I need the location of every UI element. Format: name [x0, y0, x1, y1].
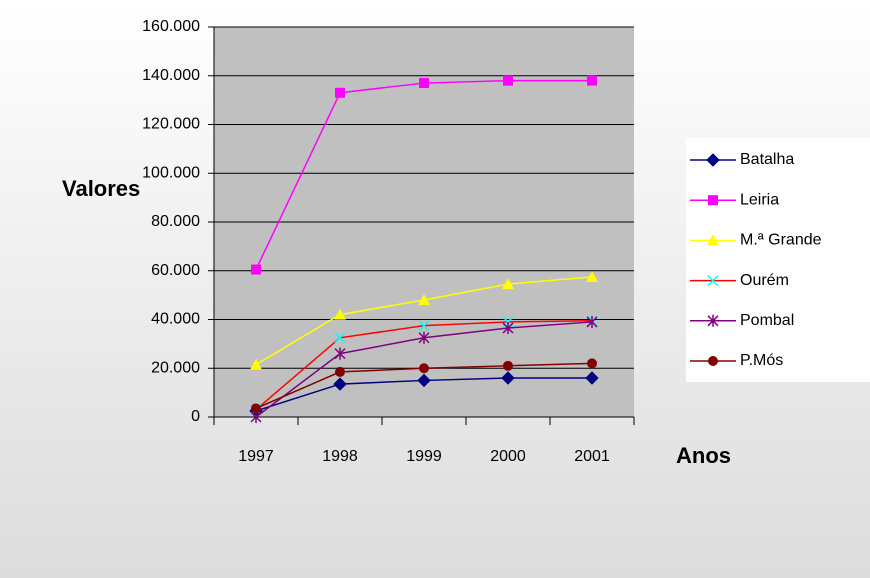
x-tick-label: 2000 — [490, 448, 526, 465]
legend — [686, 138, 870, 382]
marker — [418, 294, 430, 305]
y-tick-label: 0 — [191, 408, 200, 425]
x-tick-label: 1997 — [238, 448, 274, 465]
x-tick-label: 1998 — [322, 448, 358, 465]
marker — [503, 360, 513, 371]
y-tick-label: 140.000 — [142, 67, 200, 84]
marker — [502, 278, 514, 290]
y-tick-label: 20.000 — [151, 359, 200, 376]
marker — [334, 347, 346, 360]
marker — [335, 87, 345, 98]
legend-label: Batalha — [740, 151, 794, 168]
marker — [587, 358, 597, 369]
legend-label: P.Mós — [740, 352, 783, 369]
marker — [333, 377, 347, 391]
marker — [707, 275, 719, 287]
y-tick-label: 80.000 — [151, 213, 200, 230]
legend-label: Ourém — [740, 272, 789, 289]
marker — [419, 363, 429, 374]
marker — [250, 358, 262, 370]
x-tick-label: 1999 — [406, 448, 442, 465]
marker — [585, 371, 599, 385]
marker — [417, 373, 431, 388]
marker — [706, 153, 720, 167]
marker — [587, 75, 597, 86]
marker — [335, 366, 345, 377]
marker — [251, 264, 261, 275]
marker — [586, 315, 598, 328]
y-tick-label: 40.000 — [151, 311, 200, 328]
y-tick-label: 60.000 — [151, 262, 200, 279]
marker — [501, 371, 515, 385]
legend-label: Pombal — [740, 312, 794, 329]
marker — [707, 234, 719, 246]
x-axis-title: Anos — [676, 443, 731, 468]
marker — [707, 314, 719, 327]
y-tick-label: 160.000 — [142, 18, 200, 35]
marker — [502, 322, 514, 335]
legend-label: M.ª Grande — [740, 232, 822, 249]
x-tick-label: 2001 — [574, 448, 610, 465]
marker — [418, 331, 430, 344]
marker — [334, 308, 346, 320]
marker — [708, 195, 718, 206]
marker — [419, 78, 429, 89]
marker — [708, 356, 718, 366]
marker — [251, 403, 261, 414]
marker — [418, 320, 430, 332]
y-axis-title: Valores — [62, 176, 140, 201]
y-tick-label: 120.000 — [142, 116, 200, 133]
y-tick-label: 100.000 — [142, 164, 200, 181]
marker — [503, 75, 513, 86]
marker — [334, 332, 346, 344]
legend-label: Leiria — [740, 191, 779, 208]
marker — [586, 270, 598, 282]
